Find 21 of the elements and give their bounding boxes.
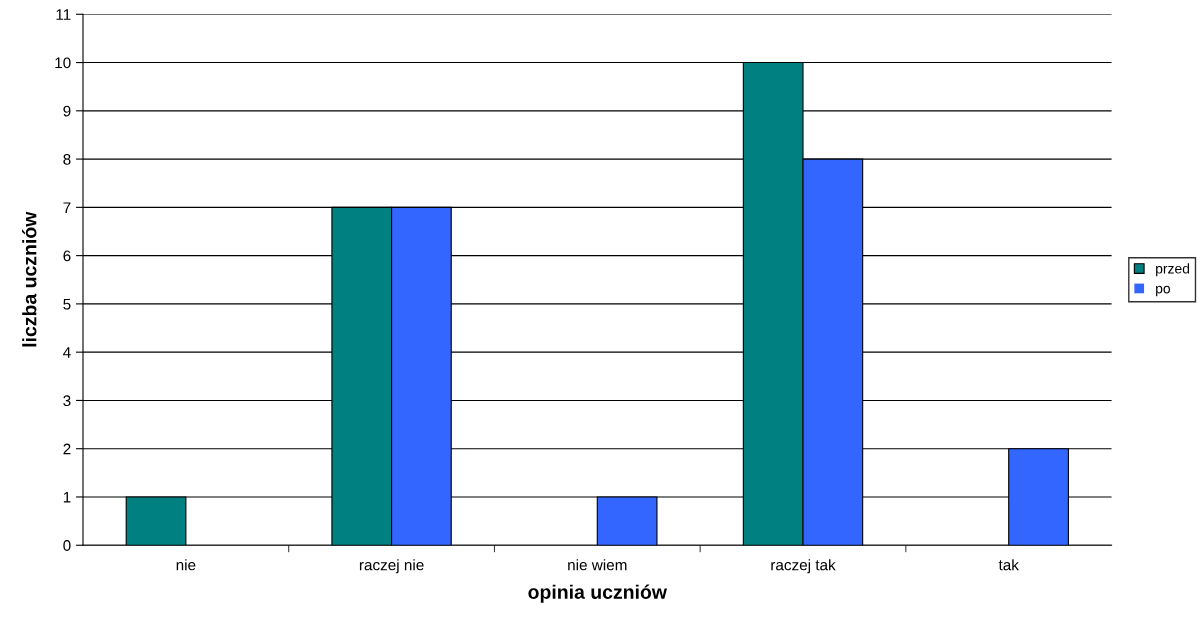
y-tick-label: 10 [55, 57, 71, 69]
y-tick-label: 11 [56, 9, 71, 20]
y-tick-label: 7 [63, 202, 71, 213]
y-tick-label: 0 [63, 540, 71, 551]
legend-label: przed [1156, 263, 1190, 277]
y-tick-label: 8 [63, 153, 71, 165]
x-tick-label: nie wiem [568, 559, 627, 571]
y-tick-label: 3 [63, 395, 71, 407]
x-tick-label: tak [998, 559, 1019, 571]
y-tick-label: 4 [63, 347, 71, 358]
x-tick-label: raczej tak [771, 559, 836, 574]
x-tick-label: raczej nie [359, 559, 424, 574]
y-tick-label: 6 [63, 250, 71, 262]
x-tick-label: nie [176, 559, 196, 571]
y-tick-label: 5 [63, 298, 71, 310]
y-axis-title: liczba uczniów [22, 211, 37, 347]
y-tick-label: 2 [63, 443, 71, 455]
y-tick-label: 9 [63, 105, 71, 117]
legend-label: po [1156, 285, 1171, 297]
x-axis-title: opinia uczniów [528, 584, 668, 603]
y-tick-label: 1 [63, 491, 71, 503]
